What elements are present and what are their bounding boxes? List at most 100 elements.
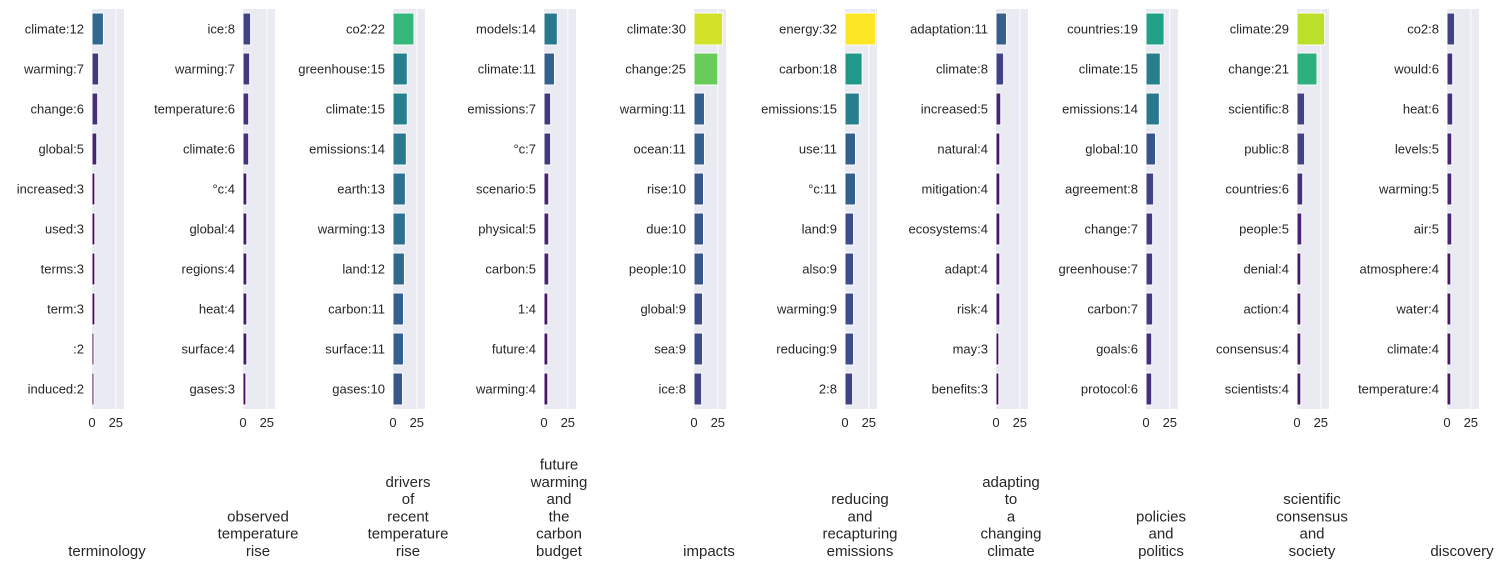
y-tick-label: agreement:8	[1065, 182, 1138, 197]
bar	[995, 92, 1002, 126]
bar	[242, 12, 252, 46]
y-tick-label: co2:8	[1407, 22, 1439, 37]
y-tick-label: risk:4	[957, 302, 988, 317]
bar	[1145, 132, 1157, 166]
panel-1: 0 25 ice:8 warming:7 temperature:6 climate:6 °…	[154, 9, 298, 560]
y-tick-label: change:6	[31, 102, 85, 117]
y-tick-label: scenario:5	[476, 182, 536, 197]
y-tick-label: climate:6	[183, 142, 235, 157]
y-tick-label: ocean:11	[633, 142, 686, 157]
y-tick-label: carbon:5	[485, 262, 536, 277]
y-tick-label: °c:11	[808, 182, 837, 197]
bar	[1145, 172, 1155, 206]
panel-0: 0 25 climate:12 warming:7 change:6 global:5 in…	[17, 9, 146, 560]
y-tick-label: climate:15	[326, 102, 385, 117]
x-tick-label: 25	[561, 415, 575, 430]
y-tick-label: co2:22	[346, 22, 385, 37]
panel-title: terminology	[68, 543, 146, 560]
x-tick-label: 25	[109, 415, 123, 430]
bar	[1296, 172, 1304, 206]
x-tick-label: 25	[711, 415, 725, 430]
bar	[543, 372, 549, 406]
y-tick-label: climate:12	[25, 22, 84, 37]
y-tick-label: induced:2	[28, 382, 84, 397]
y-tick-label: denial:4	[1243, 262, 1289, 277]
bar	[844, 12, 876, 46]
bar	[91, 12, 104, 46]
y-tick-label: climate:29	[1230, 22, 1289, 37]
y-tick-label: people:10	[629, 262, 686, 277]
panel-title: adapting to a changing climate	[981, 474, 1042, 560]
bar	[1145, 332, 1153, 366]
bar	[844, 132, 856, 166]
y-tick-label: change:21	[1228, 62, 1289, 77]
bar	[242, 92, 250, 126]
bar	[543, 12, 558, 46]
bar	[693, 252, 705, 286]
y-tick-label: reducing:9	[776, 342, 837, 357]
y-tick-label: adapt:4	[945, 262, 988, 277]
y-tick-label: ice:8	[659, 382, 686, 397]
y-tick-label: global:5	[38, 142, 84, 157]
bar	[995, 212, 1001, 246]
y-tick-label: rise:10	[647, 182, 686, 197]
panel-9: 0 25 co2:8 would:6 heat:6 levels:5 warming:5 ai…	[1358, 9, 1494, 560]
y-tick-label: scientific:8	[1228, 102, 1289, 117]
panel-title: discovery	[1430, 543, 1494, 560]
x-tick-label: 0	[1142, 415, 1149, 430]
y-tick-label: models:14	[476, 22, 536, 37]
bar	[1145, 252, 1154, 286]
y-tick-label: warming:7	[23, 62, 84, 77]
y-tick-label: :2	[73, 342, 84, 357]
bar	[543, 252, 550, 286]
x-tick-label: 0	[690, 415, 697, 430]
panel-5: 0 25 energy:32 carbon:18 emissions:15 use:11 °…	[761, 9, 898, 560]
bar	[242, 372, 247, 406]
bar	[392, 212, 406, 246]
bar	[995, 172, 1001, 206]
y-tick-label: change:25	[625, 62, 686, 77]
y-tick-label: increased:3	[17, 182, 84, 197]
bar	[242, 172, 248, 206]
bar	[1145, 292, 1154, 326]
y-tick-label: climate:30	[627, 22, 686, 37]
bar	[693, 52, 719, 86]
y-tick-label: countries:19	[1067, 22, 1138, 37]
y-tick-label: land:9	[802, 222, 837, 237]
y-tick-label: future:4	[492, 342, 536, 357]
panel-title: drivers of recent temperature rise	[368, 474, 449, 560]
bar	[1446, 92, 1454, 126]
bar	[844, 332, 855, 366]
x-tick-label: 25	[1464, 415, 1478, 430]
bar	[995, 52, 1005, 86]
y-tick-label: warming:11	[619, 102, 686, 117]
bar	[543, 92, 552, 126]
bar	[1296, 292, 1302, 326]
y-tick-label: consensus:4	[1216, 342, 1289, 357]
bar	[693, 132, 705, 166]
y-tick-label: global:10	[1085, 142, 1138, 157]
bar	[693, 332, 704, 366]
bar	[91, 92, 99, 126]
y-tick-label: warming:9	[776, 302, 837, 317]
y-tick-label: energy:32	[779, 22, 837, 37]
bar	[1296, 372, 1302, 406]
panel-6: 0 25 adaptation:11 climate:8 increased:5 natu…	[909, 9, 1042, 560]
x-tick-label: 25	[410, 415, 424, 430]
bar	[995, 252, 1001, 286]
y-tick-label: scientists:4	[1225, 382, 1289, 397]
x-tick-label: 0	[389, 415, 396, 430]
y-tick-label: adaptation:11	[910, 22, 988, 37]
bar	[392, 92, 408, 126]
y-tick-label: warming:5	[1378, 182, 1439, 197]
y-tick-label: natural:4	[937, 142, 988, 157]
bar	[844, 372, 854, 406]
bar	[1446, 252, 1452, 286]
x-tick-label: 0	[841, 415, 848, 430]
y-tick-label: gases:3	[189, 382, 235, 397]
bar	[1446, 132, 1453, 166]
panel-3: 0 25 models:14 climate:11 emissions:7 °c:7 sce…	[467, 9, 587, 560]
bar	[1296, 92, 1306, 126]
y-tick-label: term:3	[47, 302, 84, 317]
